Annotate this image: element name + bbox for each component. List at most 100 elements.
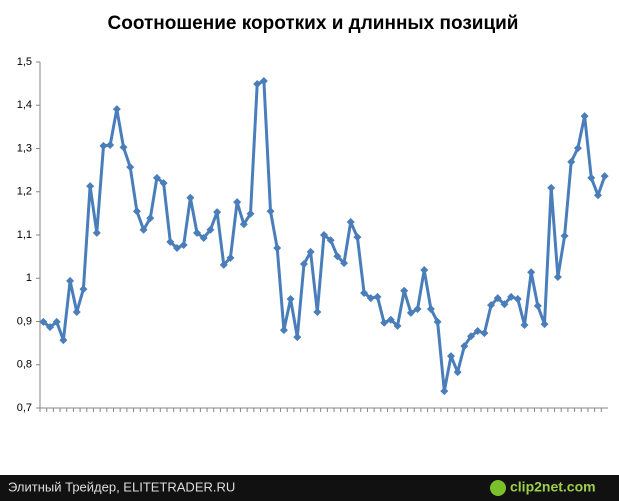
point — [52, 317, 61, 326]
point — [246, 209, 255, 218]
point — [152, 173, 161, 182]
point — [380, 318, 389, 327]
point — [172, 243, 181, 252]
point — [446, 352, 455, 361]
point — [433, 317, 442, 326]
point — [273, 243, 282, 252]
point — [567, 157, 576, 166]
point — [92, 228, 101, 237]
point — [166, 237, 175, 246]
point — [239, 220, 248, 229]
point — [480, 329, 489, 338]
point — [507, 292, 516, 301]
point — [112, 105, 121, 114]
point — [219, 260, 228, 269]
point — [186, 193, 195, 202]
watermark: clip2net.com — [510, 479, 596, 495]
y-tick-label: 1,4 — [17, 99, 32, 111]
point — [79, 285, 88, 294]
point — [400, 286, 409, 295]
y-tick-label: 1,3 — [17, 142, 32, 154]
point — [487, 301, 496, 310]
point — [226, 253, 235, 262]
point — [326, 236, 335, 245]
point — [540, 320, 549, 329]
point — [366, 294, 375, 303]
point — [460, 342, 469, 351]
point — [393, 321, 402, 330]
point — [527, 268, 536, 277]
point — [560, 231, 569, 240]
point — [440, 387, 449, 396]
point — [467, 332, 476, 341]
point — [253, 80, 262, 89]
footer-bar — [0, 475, 619, 501]
point — [146, 214, 155, 223]
point — [72, 307, 81, 316]
point — [493, 294, 502, 303]
y-tick-label: 1,1 — [17, 229, 32, 241]
point — [333, 252, 342, 261]
point — [139, 225, 148, 234]
point — [86, 182, 95, 191]
point — [99, 141, 108, 150]
y-tick-label: 1 — [26, 272, 32, 284]
chart-title: Соотношение коротких и длинных позиций — [108, 13, 519, 34]
point — [259, 77, 268, 86]
point — [373, 292, 382, 301]
point — [39, 317, 48, 326]
point — [286, 295, 295, 304]
point — [413, 304, 422, 313]
y-tick-label: 0,7 — [17, 402, 32, 414]
point — [346, 218, 355, 227]
point — [587, 173, 596, 182]
point — [500, 300, 509, 309]
point — [126, 163, 135, 172]
point — [593, 191, 602, 200]
point — [353, 233, 362, 242]
logo-icon — [490, 480, 506, 496]
point — [193, 228, 202, 237]
point — [533, 301, 542, 310]
point — [233, 198, 242, 207]
point — [266, 207, 275, 216]
y-tick-label: 1,2 — [17, 186, 32, 198]
point — [580, 112, 589, 121]
point — [386, 315, 395, 324]
point — [420, 266, 429, 275]
point — [213, 208, 222, 217]
point — [119, 143, 128, 152]
point — [313, 307, 322, 316]
point — [360, 288, 369, 297]
point — [473, 327, 482, 336]
y-tick-label: 0,9 — [17, 315, 32, 327]
point — [206, 225, 215, 234]
point — [132, 207, 141, 216]
point — [199, 234, 208, 243]
point — [553, 272, 562, 281]
y-tick-label: 1,5 — [17, 56, 32, 68]
point — [293, 333, 302, 342]
y-tick-label: 0,8 — [17, 359, 32, 371]
point — [426, 304, 435, 313]
point — [453, 368, 462, 377]
point — [406, 308, 415, 317]
point — [279, 326, 288, 335]
point — [520, 320, 529, 329]
point — [46, 323, 55, 332]
point — [299, 259, 308, 268]
point — [106, 141, 115, 150]
point — [573, 144, 582, 153]
point — [66, 276, 75, 285]
point — [179, 240, 188, 249]
point — [59, 336, 68, 345]
point — [513, 295, 522, 304]
point — [547, 183, 556, 192]
point — [340, 259, 349, 268]
point — [306, 247, 315, 256]
point — [600, 172, 609, 181]
point — [159, 179, 168, 188]
footer: Элитный Трейдер, ELITETRADER.RU — [8, 479, 235, 494]
point — [320, 231, 328, 239]
